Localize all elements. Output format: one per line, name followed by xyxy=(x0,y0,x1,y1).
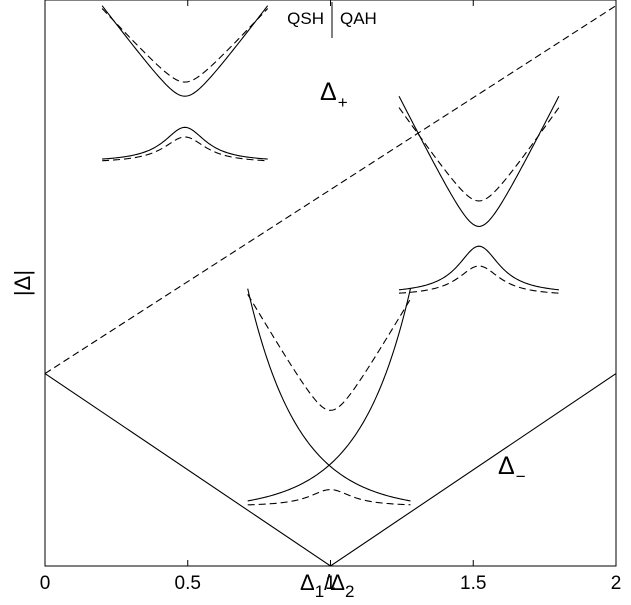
inset-2-lower-band-dashed xyxy=(247,489,411,506)
delta-plus-symbol: Δ xyxy=(320,78,337,106)
inset-1-upper-band-dashed xyxy=(398,107,560,202)
x-axis-label-slash: /Δ xyxy=(324,570,345,595)
inset-1-lower-band-dashed xyxy=(398,265,559,294)
x-tick-label: 0.5 xyxy=(175,573,201,594)
series-line-delta_plus xyxy=(44,5,617,375)
inset-2-crossing-band-1 xyxy=(247,288,411,502)
inset-1-upper-band-solid xyxy=(398,95,560,227)
x-tick-label: 1 xyxy=(325,573,336,594)
region-label-qah: QAH xyxy=(340,9,377,28)
x-axis-label-sub2: 2 xyxy=(345,582,354,601)
x-axis-ticks: 0 0.5 1 1.5 2 xyxy=(40,0,622,594)
inset-0-upper-band-dashed xyxy=(101,8,269,83)
x-tick-label: 1.5 xyxy=(460,573,486,594)
region-label-qsh: QSH xyxy=(287,9,324,28)
x-axis-label-main: Δ xyxy=(300,570,315,595)
x-axis-label: Δ1/Δ2 xyxy=(300,570,354,601)
delta-plus-label: Δ+ xyxy=(320,78,348,112)
delta-minus-label: Δ− xyxy=(498,452,526,486)
x-tick-label: 2 xyxy=(611,573,622,594)
delta-minus-symbol: Δ xyxy=(498,452,515,480)
inset-1-lower-band-solid xyxy=(398,245,559,291)
inset-0-upper-band-solid xyxy=(101,5,269,97)
inset-0-lower-band-solid xyxy=(102,126,268,160)
y-axis-label: |Δ| xyxy=(10,270,35,296)
delta-minus-subscript: − xyxy=(516,467,526,486)
inset-0-lower-band-dashed xyxy=(102,136,268,162)
x-axis-label-sub1: 1 xyxy=(315,582,324,601)
inset-2-upper-band-dashed xyxy=(247,294,411,411)
x-tick-label: 0 xyxy=(40,573,51,594)
delta-plus-subscript: + xyxy=(338,93,348,112)
series-line-delta_minus xyxy=(44,373,617,567)
inset-2-crossing-band-2 xyxy=(247,288,411,502)
